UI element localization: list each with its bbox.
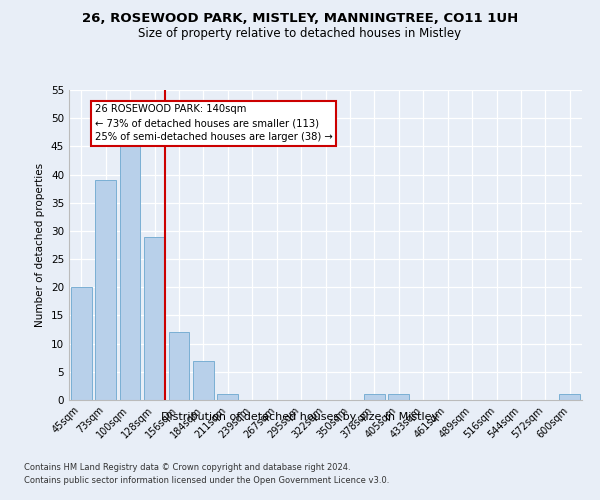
Bar bbox=[119, 146, 140, 400]
Text: 26 ROSEWOOD PARK: 140sqm
← 73% of detached houses are smaller (113)
25% of semi-: 26 ROSEWOOD PARK: 140sqm ← 73% of detach… bbox=[95, 104, 332, 142]
Bar bbox=[193, 360, 214, 400]
Text: Size of property relative to detached houses in Mistley: Size of property relative to detached ho… bbox=[139, 28, 461, 40]
Bar bbox=[95, 180, 116, 400]
Text: Contains HM Land Registry data © Crown copyright and database right 2024.: Contains HM Land Registry data © Crown c… bbox=[24, 462, 350, 471]
Bar bbox=[169, 332, 190, 400]
Bar bbox=[388, 394, 409, 400]
Text: Distribution of detached houses by size in Mistley: Distribution of detached houses by size … bbox=[161, 412, 439, 422]
Text: Contains public sector information licensed under the Open Government Licence v3: Contains public sector information licen… bbox=[24, 476, 389, 485]
Y-axis label: Number of detached properties: Number of detached properties bbox=[35, 163, 46, 327]
Bar bbox=[559, 394, 580, 400]
Bar bbox=[364, 394, 385, 400]
Text: 26, ROSEWOOD PARK, MISTLEY, MANNINGTREE, CO11 1UH: 26, ROSEWOOD PARK, MISTLEY, MANNINGTREE,… bbox=[82, 12, 518, 26]
Bar bbox=[144, 236, 165, 400]
Bar bbox=[217, 394, 238, 400]
Bar bbox=[71, 288, 92, 400]
